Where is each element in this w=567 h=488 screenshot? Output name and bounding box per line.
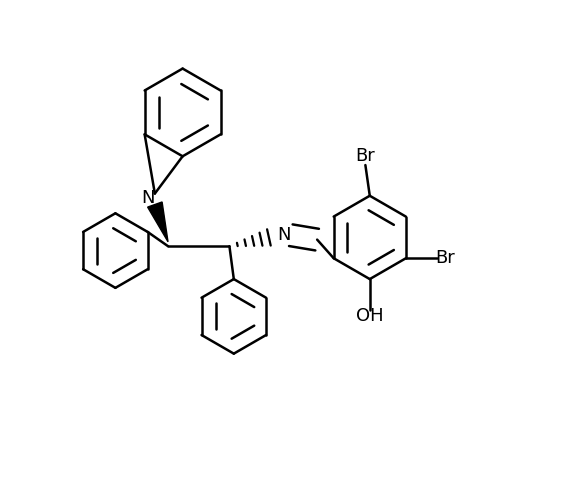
Polygon shape	[147, 202, 168, 242]
Text: N: N	[277, 226, 291, 244]
Text: N: N	[142, 189, 155, 207]
Text: Br: Br	[356, 147, 375, 165]
Text: Br: Br	[435, 249, 455, 267]
Text: OH: OH	[356, 307, 384, 325]
